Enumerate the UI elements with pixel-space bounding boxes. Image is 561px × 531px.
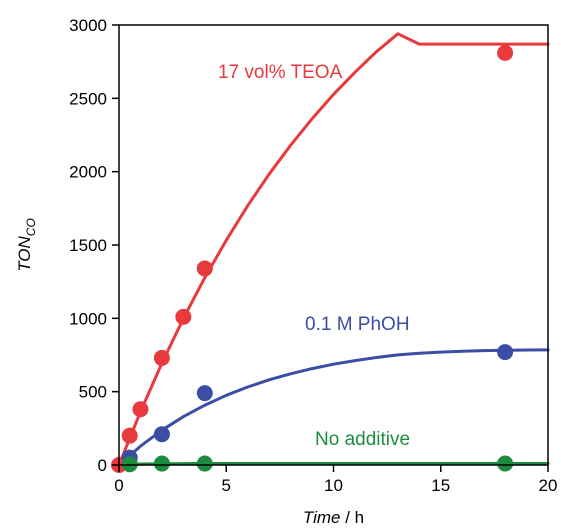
data-point-phoh <box>497 344 514 361</box>
series-label-teoa: 17 vol% TEOA <box>218 62 343 83</box>
x-tick-label: 15 <box>431 476 450 495</box>
data-point-phoh <box>196 385 213 402</box>
data-point-teoa <box>132 401 149 418</box>
y-tick-label: 500 <box>79 383 107 402</box>
x-tick-label: 5 <box>222 476 231 495</box>
fit-curve-teoa <box>117 32 550 467</box>
fit-curves <box>117 32 550 467</box>
y-tick-label: 3000 <box>69 16 107 35</box>
y-tick-label: 1500 <box>69 236 107 255</box>
x-axis-title: Time / h <box>303 508 364 527</box>
x-axis-title-main: Time <box>303 508 341 527</box>
data-point-teoa <box>175 308 192 325</box>
data-point-phoh <box>153 426 170 443</box>
x-tick-label: 10 <box>324 476 343 495</box>
series-label-phoh: 0.1 M PhOH <box>305 314 410 335</box>
x-tick-label: 0 <box>114 476 123 495</box>
y-tick-label: 2000 <box>69 163 107 182</box>
y-axis-title: TONCO <box>15 218 38 272</box>
y-axis-ticks: 0 500 1000 1500 2000 2500 3000 <box>69 16 119 475</box>
x-axis-title-unit: / h <box>341 508 365 527</box>
series-label-no-additive: No additive <box>315 429 410 450</box>
y-tick-label: 1000 <box>69 309 107 328</box>
plot-frame <box>118 24 549 466</box>
y-axis-title-subscript: CO <box>24 218 38 236</box>
data-point-no-additive <box>196 455 213 472</box>
fit-curve-phoh <box>117 348 550 467</box>
data-point-no-additive <box>497 455 514 472</box>
data-point-no-additive <box>153 455 170 472</box>
x-axis-ticks: 0 5 10 15 20 <box>114 465 557 495</box>
data-points <box>111 44 514 473</box>
data-point-teoa <box>153 349 170 366</box>
y-tick-label: 2500 <box>69 89 107 108</box>
data-point-teoa <box>196 260 213 277</box>
data-point-teoa <box>121 427 138 444</box>
x-tick-label: 20 <box>539 476 558 495</box>
y-tick-label: 0 <box>98 456 107 475</box>
y-axis-title-main: TON <box>15 235 34 271</box>
data-point-teoa <box>497 44 514 61</box>
